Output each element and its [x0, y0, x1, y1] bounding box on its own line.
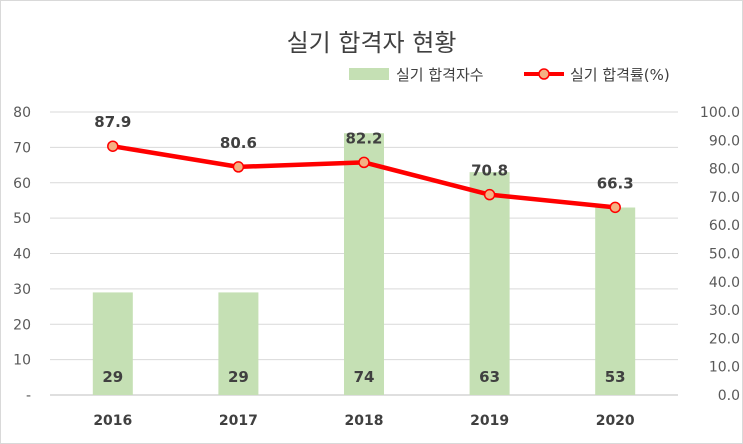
bar-data-label: 29 — [102, 368, 123, 386]
line-data-label: 82.2 — [345, 129, 382, 147]
y-left-tick-label: - — [26, 388, 31, 404]
y-right-tick-label: 100.0 — [700, 105, 740, 121]
x-tick-label: 2016 — [93, 413, 132, 429]
y-right-tick-label: 10.0 — [709, 360, 740, 376]
bar — [469, 172, 510, 395]
y-right-tick-label: 0.0 — [718, 388, 740, 404]
line-point — [232, 161, 245, 173]
y-left-tick-label: 40 — [13, 247, 31, 263]
legend-line-label: 실기 합격률(%) — [570, 66, 670, 84]
line-data-label: 80.6 — [220, 134, 257, 152]
y-left-tick-label: 30 — [13, 282, 31, 298]
x-tick-label: 2017 — [219, 413, 258, 429]
y-right-tick-label: 70.0 — [709, 190, 740, 206]
x-tick-label: 2018 — [345, 413, 384, 429]
y-left-tick-label: 80 — [13, 105, 31, 121]
line-data-label: 66.3 — [597, 174, 634, 192]
line-point — [609, 201, 621, 214]
y-left-tick-label: 60 — [13, 176, 31, 192]
x-tick-label: 2020 — [596, 413, 635, 429]
x-tick-label: 2019 — [470, 413, 509, 429]
line-point — [483, 188, 496, 201]
y-left-tick-label: 70 — [13, 140, 31, 156]
bar — [92, 292, 133, 395]
legend-line-marker — [538, 68, 550, 80]
line-data-label: 70.8 — [471, 162, 508, 180]
y-left-tick-label: 10 — [13, 353, 31, 369]
y-left-tick-label: 50 — [13, 211, 31, 227]
line-point — [358, 156, 370, 169]
legend-bar-label: 실기 합격자수 — [396, 66, 484, 84]
y-right-tick-label: 80.0 — [709, 162, 740, 178]
y-right-tick-label: 50.0 — [709, 247, 740, 263]
y-left-tick-label: 20 — [13, 317, 31, 333]
bar-data-label: 63 — [479, 368, 500, 386]
y-right-tick-label: 30.0 — [709, 303, 740, 319]
y-right-tick-label: 40.0 — [709, 275, 740, 291]
chart-title: 실기 합격자 현황 — [286, 29, 457, 57]
bar — [344, 133, 384, 395]
y-right-tick-label: 20.0 — [709, 331, 740, 347]
bar — [218, 292, 259, 395]
bar-data-label: 74 — [354, 368, 375, 386]
y-right-tick-label: 90.0 — [709, 133, 740, 149]
bar — [595, 207, 636, 395]
bar-data-label: 29 — [228, 368, 249, 386]
bar-data-label: 53 — [605, 368, 626, 386]
line-data-label: 87.9 — [94, 113, 131, 131]
line-point — [107, 140, 119, 152]
legend-bar-swatch — [349, 68, 389, 80]
y-right-tick-label: 60.0 — [709, 218, 740, 234]
